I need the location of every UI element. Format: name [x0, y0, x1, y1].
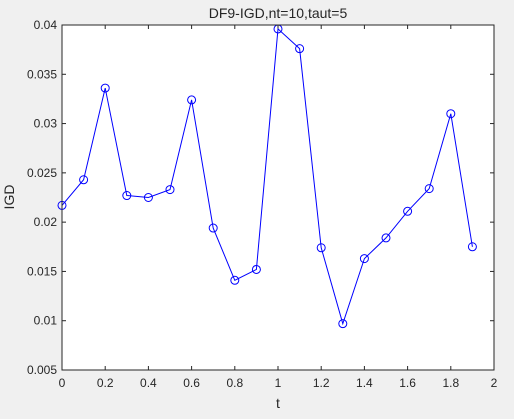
- y-tick-label: 0.01: [34, 314, 58, 328]
- x-tick-label: 0: [59, 376, 66, 390]
- data-point-marker: [403, 206, 413, 216]
- y-tick-label: 0.03: [34, 117, 58, 131]
- x-tick-label: 0.6: [183, 376, 200, 390]
- y-tick-label: 0.025: [27, 166, 57, 180]
- x-tick-label: 0.8: [226, 376, 243, 390]
- data-point-marker: [100, 83, 110, 93]
- data-point-marker: [122, 191, 132, 201]
- y-tick-label: 0.02: [34, 215, 58, 229]
- axes-box: [61, 24, 495, 371]
- data-point-marker: [381, 233, 391, 243]
- data-point-marker: [143, 193, 153, 202]
- y-tick-label: 0.005: [27, 363, 57, 377]
- chart-title: DF9-IGD,nt=10,taut=5: [209, 5, 348, 21]
- data-point-marker: [230, 275, 240, 285]
- x-tick-label: 1.6: [399, 376, 416, 390]
- x-tick-label: 1.8: [442, 376, 459, 390]
- data-point-marker: [424, 184, 434, 194]
- y-tick-label: 0.035: [27, 67, 57, 81]
- data-point-marker: [79, 175, 89, 185]
- data-point-marker: [251, 264, 261, 274]
- data-point-marker: [359, 254, 369, 264]
- y-tick-label: 0.015: [27, 264, 57, 278]
- data-point-marker: [165, 185, 175, 195]
- x-tick-label: 1.2: [313, 376, 330, 390]
- x-tick-label: 0.2: [97, 376, 114, 390]
- data-point-marker: [295, 44, 305, 54]
- data-series: [57, 24, 477, 329]
- x-tick-label: 2: [491, 376, 498, 390]
- x-axis-label: t: [276, 395, 280, 411]
- y-axis-label: IGD: [1, 185, 17, 210]
- plot-area: [62, 25, 494, 370]
- data-point-marker: [467, 242, 477, 252]
- data-point-marker: [316, 243, 326, 253]
- x-tick-label: 0.4: [140, 376, 157, 390]
- data-point-marker: [208, 223, 218, 233]
- data-point-marker: [446, 109, 456, 119]
- axis-ticks: 0 0.2 0.4 0.6 0.8 1 1.2 1.4 1.6 1.8 2 0.005 0.01 0.01…: [27, 18, 498, 390]
- x-tick-label: 1: [275, 376, 282, 390]
- x-tick-label: 1.4: [356, 376, 373, 390]
- data-point-marker: [187, 95, 197, 105]
- y-tick-label: 0.04: [34, 18, 58, 32]
- data-point-marker: [338, 319, 348, 329]
